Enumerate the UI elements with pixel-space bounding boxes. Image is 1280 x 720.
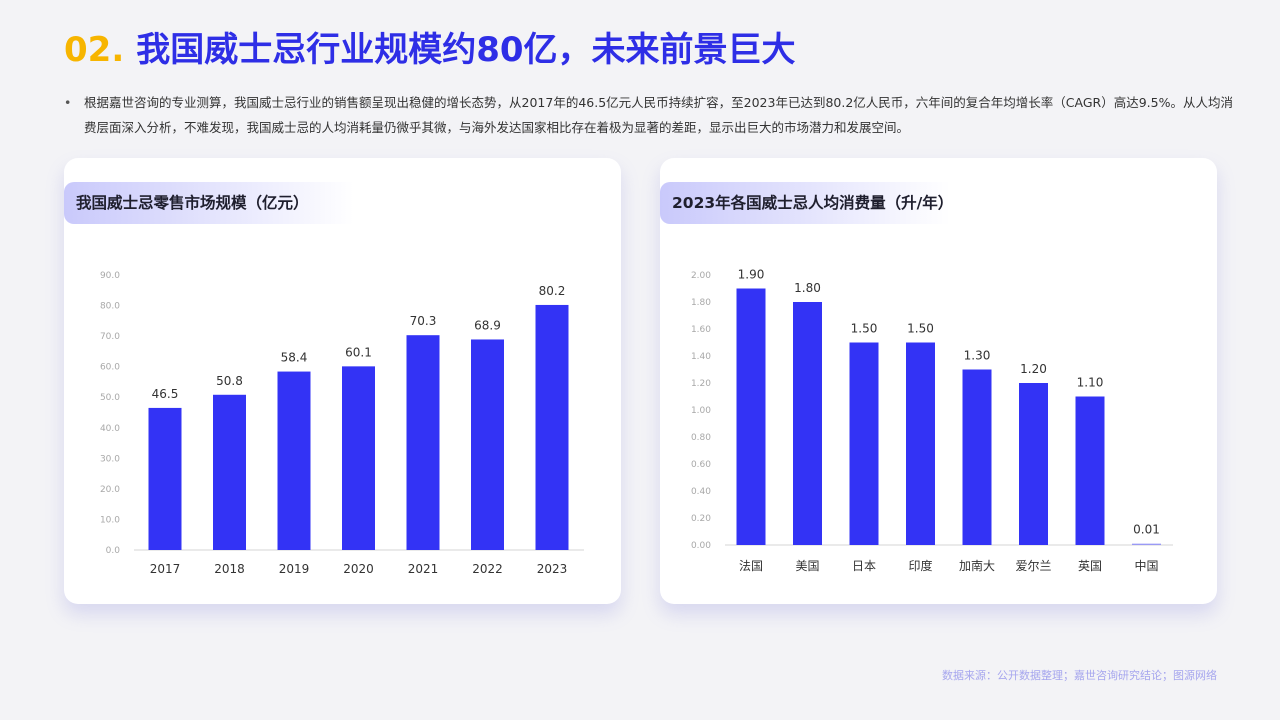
data-label: 60.1 [345,345,372,359]
y-tick-label: 0.20 [691,514,711,524]
y-tick-label: 20.0 [100,485,120,495]
y-tick-label: 10.0 [100,515,120,525]
data-label: 1.50 [907,322,934,336]
x-tick-label: 2020 [343,562,374,576]
y-tick-label: 30.0 [100,454,120,464]
market-size-card: 我国威士忌零售市场规模（亿元） 0.0 10.0 20.0 30.0 40.0 50.0 6… [64,158,621,604]
bar [148,407,182,550]
x-tick-label: 美国 [795,559,819,573]
y-tick-label: 1.40 [691,352,711,362]
y-tick-label: 1.60 [691,325,711,335]
data-label: 1.50 [851,322,878,336]
data-source: 数据来源：公开数据整理；嘉世咨询研究结论；图源网络 [942,669,1217,682]
bullet-icon: • [64,95,72,110]
y-tick-label: 2.00 [691,271,711,281]
bar [1075,396,1105,545]
y-tick-label: 50.0 [100,393,120,403]
bar [906,342,935,545]
data-label: 1.80 [794,281,821,295]
description-text: 根据嘉世咨询的专业测算，我国威士忌行业的销售额呈现出稳健的增长态势，从2017年… [84,95,1233,135]
y-tick-label: 80.0 [100,302,120,312]
bar [213,394,246,550]
bar [277,371,311,550]
y-tick-label: 90.0 [100,271,120,281]
title-text: 我国威士忌行业规模约80亿，未来前景巨大 [136,30,796,70]
bar [1132,543,1161,545]
description: • 根据嘉世咨询的专业测算，我国威士忌行业的销售额呈现出稳健的增长态势，从201… [64,90,1234,140]
bar [736,288,766,545]
data-label: 80.2 [539,284,566,298]
section-number: 02. [64,30,125,70]
y-tick-label: 0.0 [106,546,121,556]
x-tick-label: 2023 [537,562,568,576]
x-tick-label: 2021 [408,562,439,576]
bar [1019,383,1048,545]
x-tick-label: 2019 [279,562,310,576]
data-label: 1.90 [738,268,765,282]
y-tick-label: 40.0 [100,424,120,434]
bar [535,304,569,550]
bar [849,342,879,545]
x-tick-label: 印度 [908,558,932,573]
data-label: 1.20 [1020,362,1047,376]
bar [342,366,375,550]
y-tick-label: 1.80 [691,298,711,308]
y-tick-label: 0.40 [691,487,711,497]
data-label: 46.5 [152,387,179,401]
bar [471,339,504,550]
y-tick-label: 1.20 [691,379,711,389]
bar [406,335,440,550]
data-label: 0.01 [1133,523,1160,537]
data-label: 50.8 [216,374,243,388]
per-capita-card: 2023年各国威士忌人均消费量（升/年） 0.00 0.20 0.40 0.60 0.8… [660,158,1217,604]
y-tick-label: 60.0 [100,363,120,373]
chart-title: 我国威士忌零售市场规模（亿元） [64,182,354,224]
y-tick-label: 0.60 [691,460,711,470]
x-tick-label: 日本 [852,559,876,573]
y-tick-label: 70.0 [100,332,120,342]
x-tick-label: 法国 [739,559,763,573]
market-size-chart: 0.0 10.0 20.0 30.0 40.0 50.0 60.0 70.0 80.0 90.0 4… [100,271,584,576]
y-tick-label: 0.00 [691,541,711,551]
y-tick-label: 1.00 [691,406,711,416]
per-capita-chart: 0.00 0.20 0.40 0.60 0.80 1.00 1.20 1.40 1.60 1.80… [691,268,1173,573]
x-tick-label: 加南大 [959,558,995,573]
bar [962,369,992,545]
x-tick-label: 中国 [1134,558,1158,573]
data-label: 70.3 [410,314,437,328]
x-tick-label: 爱尔兰 [1015,558,1051,573]
data-label: 68.9 [474,318,501,332]
data-label: 1.10 [1077,376,1104,390]
x-tick-label: 英国 [1078,559,1102,573]
chart-title: 2023年各国威士忌人均消费量（升/年） [660,182,953,224]
bar [793,302,822,545]
x-tick-label: 2017 [150,562,181,576]
data-label: 1.30 [964,349,991,363]
x-tick-label: 2018 [214,562,245,576]
page-title: 02. 我国威士忌行业规模约80亿，未来前景巨大 [64,22,796,71]
x-tick-label: 2022 [472,562,503,576]
y-tick-label: 0.80 [691,433,711,443]
data-label: 58.4 [281,351,308,365]
